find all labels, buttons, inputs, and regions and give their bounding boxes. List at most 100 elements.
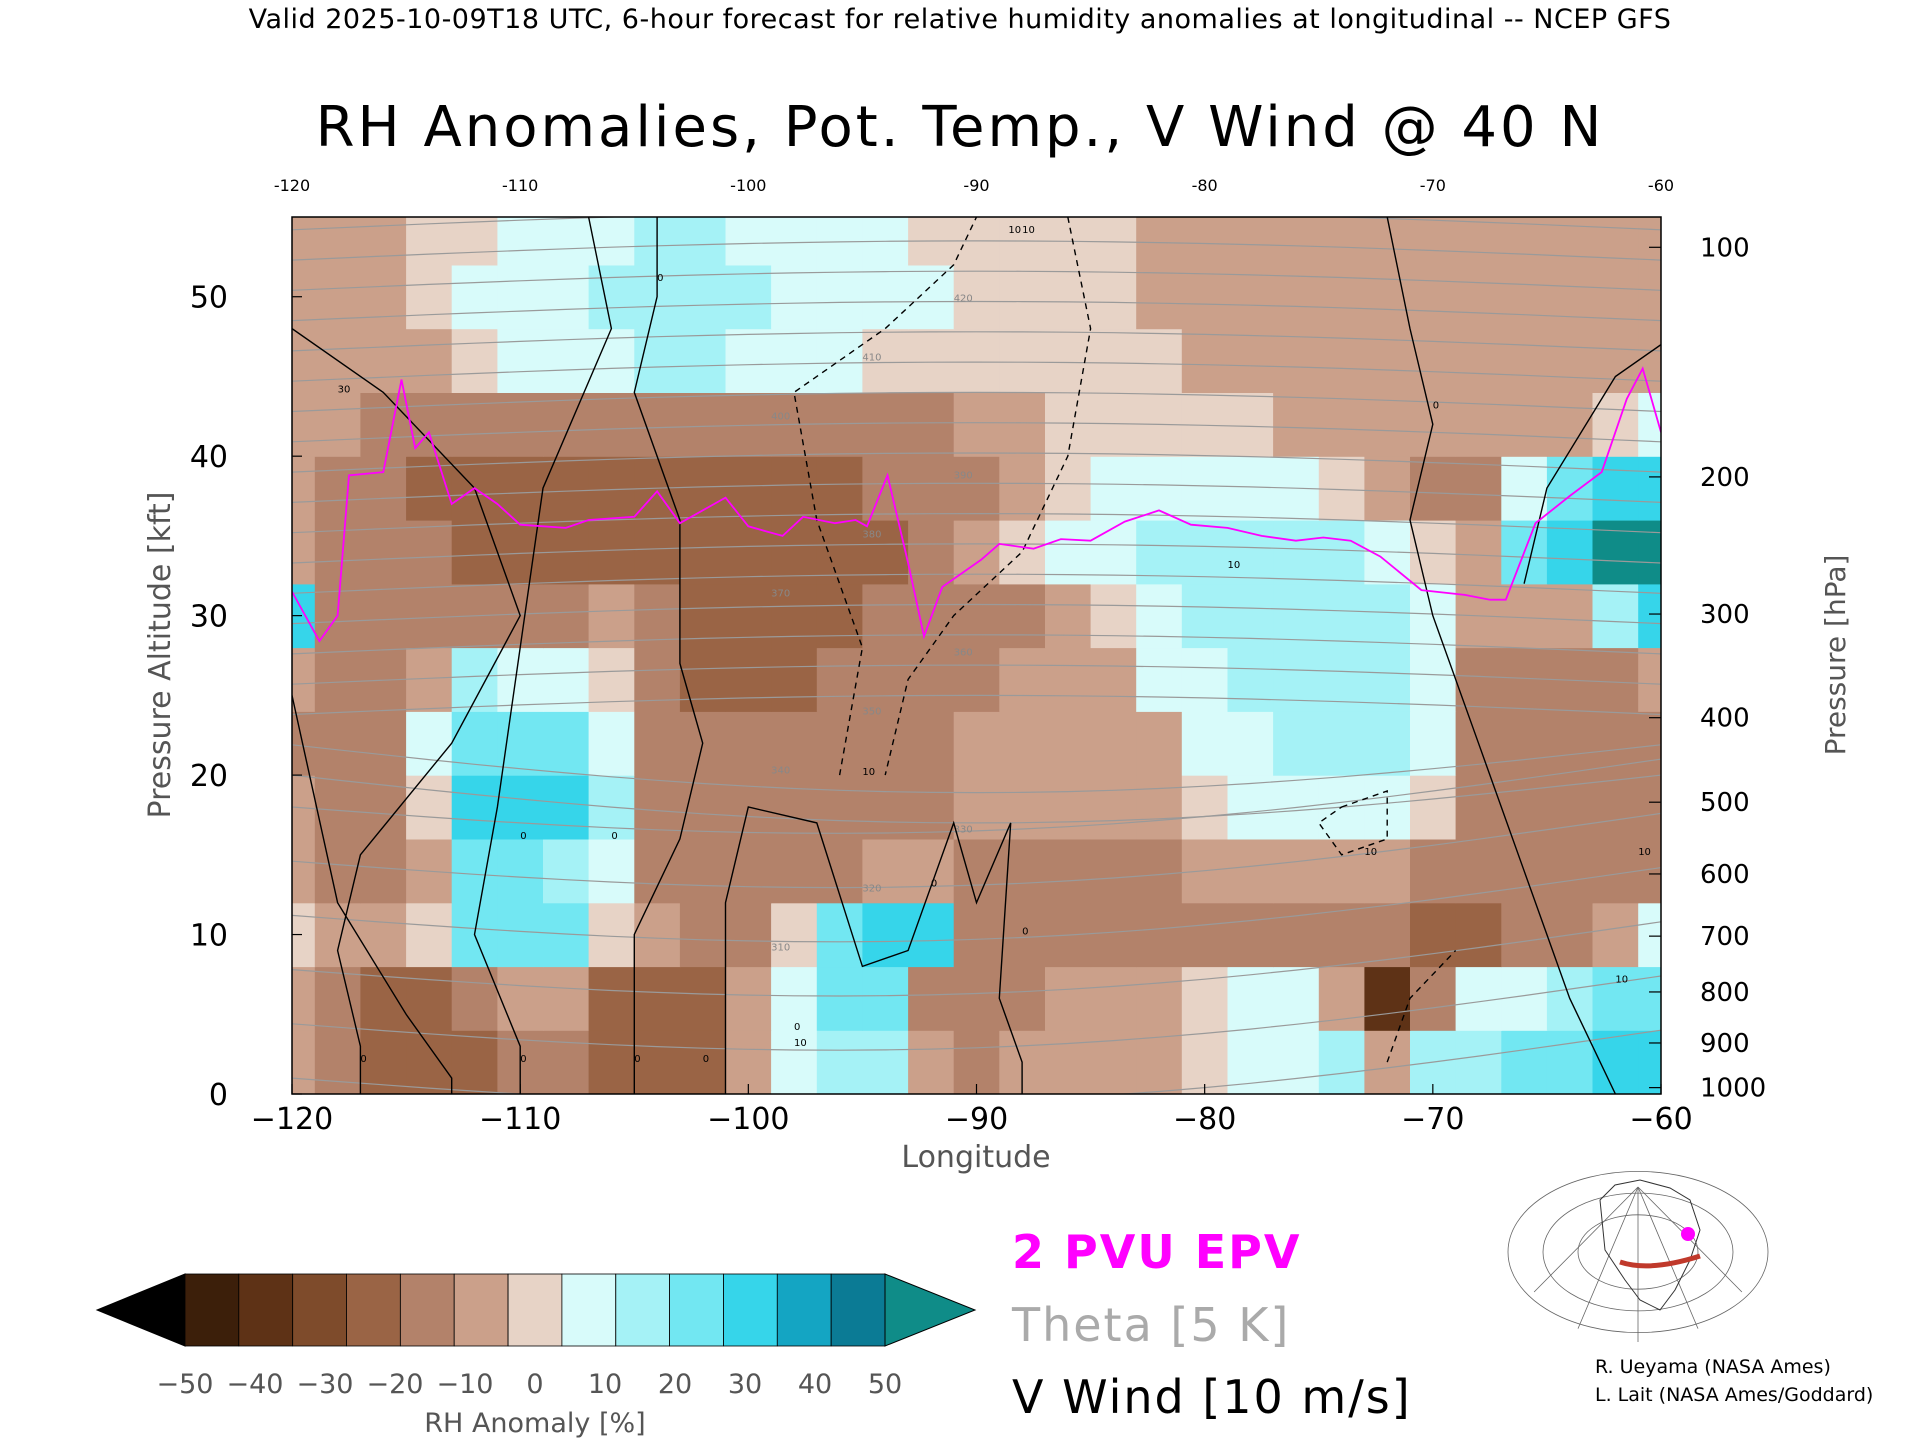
rh-cell xyxy=(908,711,955,776)
rh-cell xyxy=(543,647,590,712)
pressure-tick-label: 600 xyxy=(1700,860,1750,890)
rh-cell xyxy=(953,392,1000,457)
map-meridian xyxy=(1637,1186,1699,1329)
rh-cell xyxy=(314,838,361,904)
rh-cell xyxy=(1501,711,1548,776)
v-wind-label: 0 xyxy=(703,1054,709,1065)
top-tick-label: -110 xyxy=(502,176,538,195)
rh-cell xyxy=(634,647,681,712)
rh-cell xyxy=(725,456,772,521)
rh-cell xyxy=(314,711,361,776)
rh-cell xyxy=(999,520,1046,585)
rh-cell xyxy=(908,217,955,266)
rh-cell xyxy=(1546,838,1594,904)
rh-cell xyxy=(1638,1030,1661,1094)
rh-cell xyxy=(588,711,635,776)
rh-cell xyxy=(1136,966,1183,1031)
rh-cell xyxy=(679,966,727,1031)
rh-cell xyxy=(1090,328,1137,393)
rh-cell xyxy=(725,217,772,266)
rh-cell xyxy=(1501,902,1548,968)
rh-cell xyxy=(314,775,361,840)
rh-cell xyxy=(1455,520,1502,585)
rh-cell xyxy=(1273,520,1320,585)
rh-cell xyxy=(1501,775,1548,840)
pressure-tick-label: 900 xyxy=(1700,1029,1750,1059)
rh-cell xyxy=(1455,392,1502,457)
rh-cell xyxy=(725,583,772,649)
rh-cell xyxy=(679,902,727,968)
rh-cell xyxy=(679,838,727,904)
theta-contour xyxy=(292,300,1661,322)
rh-cell xyxy=(1227,775,1274,840)
map-background xyxy=(1559,1168,1759,1318)
rh-cell xyxy=(314,1030,361,1094)
rh-cell xyxy=(1501,966,1548,1031)
rh-cell xyxy=(543,583,590,649)
top-tick-label: -70 xyxy=(1420,176,1446,195)
rh-cell xyxy=(1227,392,1274,457)
rh-cell xyxy=(1273,902,1320,968)
rh-cell xyxy=(451,1030,498,1094)
rh-cell xyxy=(1090,392,1137,457)
rh-cell xyxy=(1410,647,1457,712)
rh-cell xyxy=(1410,775,1457,840)
rh-cell xyxy=(953,647,1000,712)
v-wind-contour xyxy=(1317,790,1388,856)
v-wind-label: 0 xyxy=(520,831,526,842)
rh-cell xyxy=(1410,328,1457,393)
rh-cell xyxy=(1136,328,1183,393)
rh-cell xyxy=(1592,392,1639,457)
theta-contour xyxy=(292,452,1661,473)
colorbar-box xyxy=(184,1273,240,1347)
rh-cell xyxy=(451,392,498,457)
rh-cell xyxy=(497,217,544,266)
rh-cell xyxy=(908,775,955,840)
rh-cell xyxy=(1181,456,1228,521)
rh-cell xyxy=(360,264,407,330)
rh-cell xyxy=(771,902,818,968)
rh-cell xyxy=(406,520,453,585)
rh-cell xyxy=(543,456,590,521)
x-tick-label: −120 xyxy=(251,1102,333,1137)
v-wind-label: 10 xyxy=(1364,847,1377,858)
rh-cell xyxy=(1455,264,1502,330)
theta-contour xyxy=(292,774,1661,824)
rh-cell xyxy=(1273,711,1320,776)
rh-cell xyxy=(588,583,635,649)
v-wind-contour xyxy=(1386,950,1457,1063)
x-tick-label: −90 xyxy=(945,1102,1008,1137)
credit-line-1: R. Ueyama (NASA Ames) xyxy=(1595,1356,1831,1378)
rh-cell xyxy=(771,217,818,266)
rh-cell xyxy=(1318,838,1365,904)
rh-cell xyxy=(406,775,453,840)
rh-cell xyxy=(451,328,498,393)
top-tick-label: -60 xyxy=(1648,176,1674,195)
map-meridian xyxy=(1533,1186,1639,1293)
rh-cell xyxy=(634,838,681,904)
rh-cell xyxy=(1273,838,1320,904)
colorbar-box xyxy=(238,1273,294,1347)
rh-cell xyxy=(908,902,955,968)
rh-cell xyxy=(497,902,544,968)
rh-cell xyxy=(1410,264,1457,330)
rh-cell xyxy=(771,838,818,904)
colorbar-box xyxy=(292,1273,347,1347)
rh-cell xyxy=(1045,838,1092,904)
rh-cell xyxy=(679,328,727,393)
v-wind-label: 10 xyxy=(862,767,875,778)
rh-cell xyxy=(771,520,818,585)
rh-cell xyxy=(816,520,863,585)
map-marker xyxy=(1681,1227,1695,1241)
rh-anomaly-field xyxy=(292,217,1661,1094)
rh-cell xyxy=(588,520,635,585)
rh-cell xyxy=(1501,647,1548,712)
rh-cell xyxy=(1227,456,1274,521)
rh-cell xyxy=(908,1030,955,1094)
colorbar: −50 −40 −30 −20 −10 0 10 20 30 40 50 RH Anomaly [%] xyxy=(95,1273,977,1439)
v-wind-label: 10 xyxy=(794,1038,807,1049)
rh-cell xyxy=(588,1030,635,1094)
rh-cell xyxy=(1090,838,1137,904)
rh-cell xyxy=(1318,520,1365,585)
